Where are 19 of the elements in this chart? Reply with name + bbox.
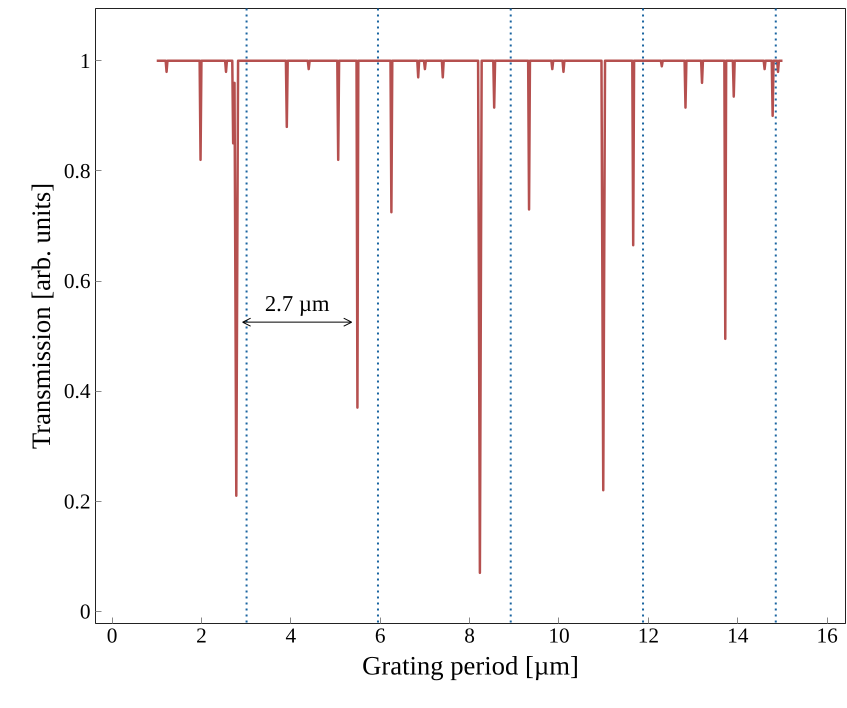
y-tick-label: 0.2 — [64, 489, 91, 514]
y-tick-label: 1 — [80, 48, 91, 73]
x-tick-label: 2 — [196, 624, 207, 648]
x-tick-label: 4 — [285, 624, 296, 648]
annotation: 2.7 µm — [264, 291, 330, 316]
x-tick-label: 6 — [374, 624, 386, 648]
x-axis-title: Grating period [µm] — [362, 650, 579, 680]
y-tick-label: 0.8 — [64, 158, 91, 183]
line-series — [155, 60, 784, 574]
y-axis-title: Transmission [arb. units] — [26, 182, 56, 450]
x-tick-label: 10 — [548, 624, 570, 648]
x-tick-label: 12 — [638, 624, 660, 648]
x-tick-label: 16 — [816, 624, 838, 648]
x-tick-label: 8 — [464, 624, 475, 648]
y-tick-label: 0.6 — [64, 269, 91, 294]
x-tick-label: 0 — [106, 624, 118, 648]
y-tick-label: 0.4 — [64, 379, 91, 404]
x-tick-label: 14 — [727, 624, 749, 648]
y-tick-label: 0 — [80, 599, 91, 624]
